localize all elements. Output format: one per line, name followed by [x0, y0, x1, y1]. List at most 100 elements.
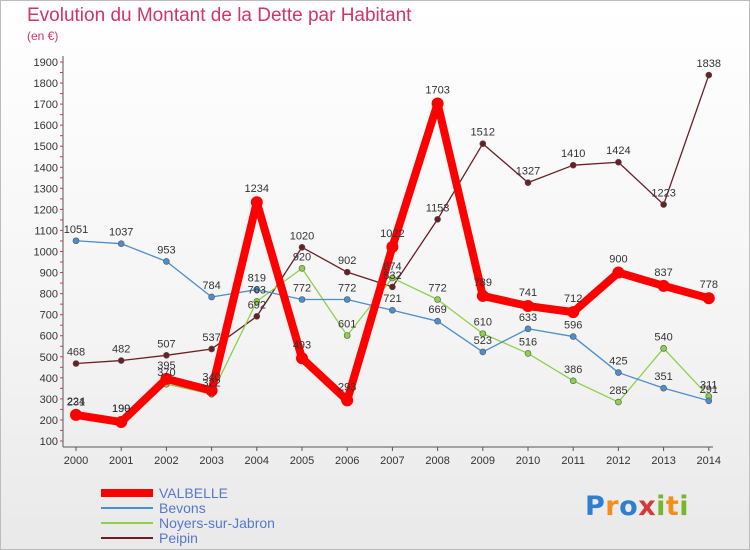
data-point [569, 377, 577, 385]
data-label: 741 [519, 287, 537, 299]
data-label: 721 [383, 293, 401, 305]
data-point [163, 352, 170, 359]
data-label: 395 [157, 360, 175, 372]
y-tick-label: 400 [40, 373, 58, 385]
y-tick-label: 1400 [34, 162, 58, 174]
x-tick-label: 2007 [380, 455, 404, 467]
data-point [115, 416, 128, 429]
data-label: 837 [654, 267, 672, 279]
data-point [705, 71, 713, 79]
chart-legend: VALBELLE Bevons Noyers-sur-Jabron Peipin [101, 484, 275, 546]
data-point [205, 384, 218, 397]
data-label: 601 [338, 319, 356, 331]
data-label: 293 [338, 381, 356, 393]
y-tick-label: 1300 [34, 183, 58, 195]
data-label: 610 [474, 317, 492, 329]
data-point [298, 243, 306, 251]
data-point [343, 296, 351, 303]
data-point [657, 279, 670, 292]
data-point [431, 97, 444, 110]
data-label: 190 [112, 403, 130, 415]
data-point [296, 352, 308, 365]
y-tick-label: 700 [40, 310, 58, 322]
data-point [615, 369, 622, 376]
x-tick-label: 2005 [290, 455, 314, 467]
data-label: 832 [383, 270, 401, 282]
data-label: 1037 [109, 227, 133, 239]
y-tick-label: 300 [40, 394, 58, 406]
legend-item: Noyers-sur-Jabron [101, 515, 275, 531]
data-label: 712 [564, 293, 582, 305]
data-point [70, 408, 82, 421]
data-point [250, 196, 263, 209]
x-tick-label: 2003 [199, 455, 223, 467]
legend-swatch [101, 506, 153, 509]
x-tick-label: 2006 [335, 455, 359, 467]
data-label: 537 [202, 332, 220, 344]
data-label: 425 [609, 356, 627, 368]
data-label: 772 [338, 283, 356, 295]
data-label: 1234 [245, 183, 269, 195]
x-tick-label: 2001 [109, 455, 133, 467]
y-tick-label: 100 [40, 436, 58, 448]
legend-item: Peipin [101, 529, 275, 546]
y-tick-label: 1500 [34, 141, 58, 153]
data-point [341, 394, 354, 407]
y-tick-label: 1100 [34, 225, 58, 237]
data-point [660, 201, 667, 208]
data-label: 340 [202, 371, 220, 383]
data-point [117, 240, 125, 248]
data-label: 540 [654, 331, 672, 343]
data-point [612, 266, 625, 279]
data-label: 370 [157, 367, 175, 379]
data-point [524, 179, 532, 186]
data-label: 468 [67, 347, 85, 359]
y-tick-label: 600 [40, 331, 58, 343]
data-label: 1223 [651, 188, 675, 200]
data-point [660, 345, 667, 352]
data-label: 386 [564, 364, 582, 376]
data-label: 900 [609, 254, 627, 266]
data-label: 231 [67, 396, 85, 408]
data-point [522, 300, 534, 313]
data-point [298, 265, 306, 272]
data-point [479, 330, 487, 337]
data-label: 493 [293, 339, 311, 351]
data-label: 1424 [606, 145, 630, 157]
data-point [660, 384, 667, 392]
data-point [434, 296, 441, 303]
x-tick-label: 2000 [64, 455, 88, 467]
data-point [476, 289, 489, 302]
data-label: 523 [474, 335, 492, 347]
data-point [343, 268, 351, 276]
legend-label: VALBELLE [159, 484, 229, 501]
data-point [253, 313, 261, 320]
data-label: 1327 [516, 166, 540, 178]
y-tick-label: 900 [40, 268, 58, 280]
chart-subtitle: (en €) [27, 29, 59, 43]
x-tick-label: 2004 [245, 455, 269, 467]
x-tick-label: 2013 [651, 455, 675, 467]
data-label: 311 [700, 380, 718, 392]
x-tick-label: 2002 [154, 455, 178, 467]
legend-swatch [101, 488, 153, 497]
data-label: 199 [112, 403, 130, 415]
x-tick-label: 2014 [697, 455, 721, 467]
data-point [253, 286, 261, 293]
data-point [298, 296, 306, 303]
data-label: 516 [519, 336, 537, 348]
legend-item: VALBELLE [101, 484, 275, 501]
y-tick-label: 500 [40, 352, 58, 364]
x-tick-label: 2011 [561, 455, 585, 467]
data-point [208, 293, 215, 301]
data-point [434, 317, 441, 325]
data-point [567, 306, 580, 319]
x-tick-label: 2012 [606, 455, 630, 467]
legend-label: Peipin [159, 529, 198, 546]
data-label: 1051 [64, 224, 88, 236]
y-tick-label: 1200 [34, 204, 58, 216]
data-label: 291 [700, 384, 718, 396]
data-label: 633 [519, 312, 537, 324]
data-label: 1020 [290, 230, 314, 242]
